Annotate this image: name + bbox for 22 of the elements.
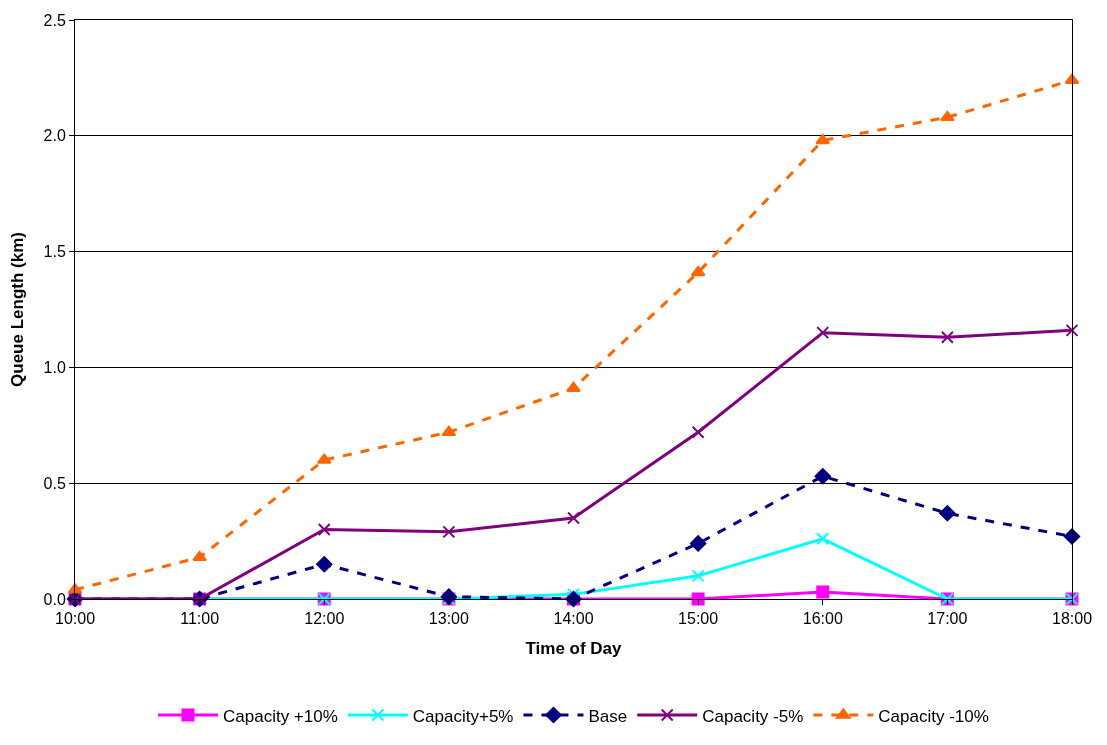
legend-label: Capacity +10% bbox=[223, 706, 338, 726]
y-tick-label: 0.5 bbox=[43, 474, 66, 492]
legend-label: Capacity -5% bbox=[702, 706, 804, 726]
x-tick-label: 17:00 bbox=[927, 610, 968, 628]
legend-label: Capacity -10% bbox=[878, 706, 989, 726]
x-axis-title: Time of Day bbox=[525, 638, 623, 658]
x-tick-label: 18:00 bbox=[1051, 610, 1093, 628]
x-tick-label: 12:00 bbox=[304, 610, 345, 628]
x-tick-label: 16:00 bbox=[802, 610, 843, 628]
x-tick-label: 13:00 bbox=[428, 610, 469, 628]
y-tick-label: 1.0 bbox=[43, 359, 66, 376]
x-tick-label: 15:00 bbox=[678, 610, 719, 628]
x-tick-label: 11:00 bbox=[180, 610, 220, 628]
x-tick-label: 14:00 bbox=[553, 610, 594, 628]
y-tick-label: 2.5 bbox=[43, 11, 66, 29]
legend-label: Capacity+5% bbox=[412, 706, 514, 726]
y-tick-label: 2.0 bbox=[43, 127, 66, 145]
legend-label: Base bbox=[588, 706, 628, 726]
x-tick-label: 10:00 bbox=[54, 610, 96, 628]
y-tick-label: 0.0 bbox=[43, 590, 66, 608]
y-axis-title: Queue Length (km) bbox=[8, 232, 28, 387]
y-tick-label: 1.5 bbox=[43, 243, 66, 261]
